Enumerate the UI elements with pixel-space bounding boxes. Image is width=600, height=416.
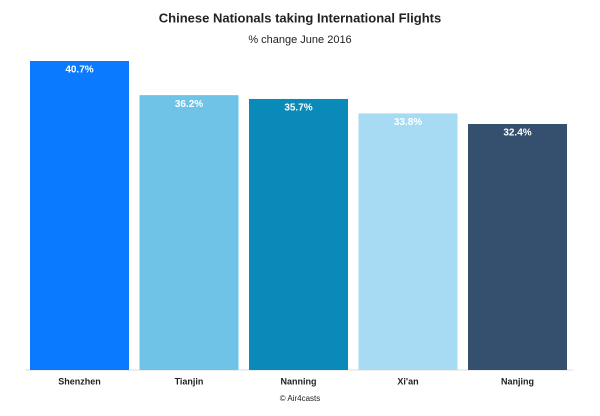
value-label: 33.8% <box>394 117 422 128</box>
value-label: 35.7% <box>284 103 312 114</box>
bar <box>249 98 348 370</box>
value-label: 40.7% <box>65 65 93 76</box>
bar <box>30 61 129 370</box>
x-tick-label: Xi'an <box>397 376 418 386</box>
chart-title: Chinese Nationals taking International F… <box>159 10 441 25</box>
source: © Air4casts <box>280 394 321 403</box>
bar <box>358 113 458 371</box>
x-tick-label: Shenzhen <box>58 376 101 386</box>
value-label: 36.2% <box>175 99 203 110</box>
x-tick-label: Nanning <box>281 376 317 386</box>
x-tick-label: Tianjin <box>175 376 204 386</box>
bar <box>139 95 239 371</box>
chart-subtitle: % change June 2016 <box>248 34 351 46</box>
x-tick-label: Nanjing <box>501 376 534 386</box>
value-label: 32.4% <box>503 128 531 139</box>
bar <box>468 124 567 370</box>
